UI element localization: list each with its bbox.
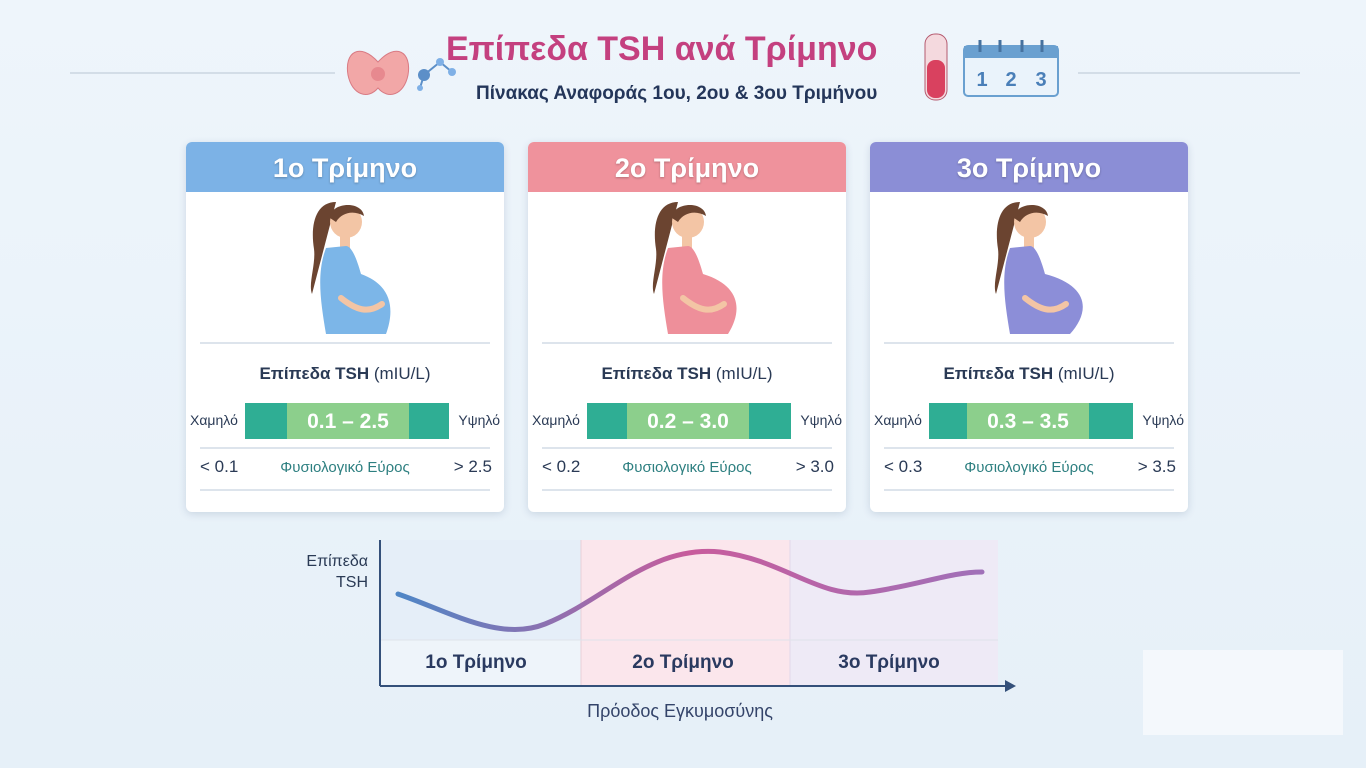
tsh-label: Επίπεδα TSH (mIU/L) [870,364,1188,384]
tsh-label: Επίπεδα TSH (mIU/L) [528,364,846,384]
trimester-card: 3ο Τρίμηνο Επίπεδα TSH (mIU/L) Χαμηλό Υψηλ… [870,142,1188,512]
high-label: Υψηλό [1142,412,1184,428]
range-bar: 0.3 – 3.5 [929,403,1133,439]
calendar-number: 1 [976,69,987,91]
separator [884,447,1174,449]
phase-label: 2ο Τρίμηνο [632,652,734,673]
subtitle: Πίνακας Αναφοράς 1ου, 2ου & 3ου Τριμήνου [476,83,878,104]
tsh-label: Επίπεδα TSH (mIU/L) [186,364,504,384]
above-value: > 3.5 [1137,457,1176,476]
range-value: 0.3 – 3.5 [967,403,1089,439]
card-title: 1ο Τρίμηνο [186,142,504,192]
separator [884,342,1174,344]
below-value: < 0.1 [200,457,239,476]
illustration [994,202,1083,334]
trimester-card: 1ο Τρίμηνο Επίπεδα TSH (mIU/L) Χαμηλό Υψηλ… [186,142,504,512]
calendar-number: 3 [1035,69,1046,91]
range-value: 0.1 – 2.5 [287,403,409,439]
calendar-number: 2 [1005,69,1016,91]
above-value: > 3.0 [795,457,834,476]
low-label: Χαμηλό [190,412,238,428]
low-label: Χαμηλό [874,412,922,428]
illustration [652,202,737,334]
card-title: 3ο Τρίμηνο [870,142,1188,192]
low-label: Χαμηλό [532,412,580,428]
tsh-label-text: Επίπεδα TSH [259,364,370,383]
separator [884,489,1174,491]
tsh-unit: (mIU/L) [373,364,431,383]
tsh-label-text: Επίπεδα TSH [943,364,1054,383]
separator [200,342,490,344]
separator [200,489,490,491]
separator [542,447,832,449]
x-axis-label: Πρόοδος Εγκυμοσύνης [587,701,773,721]
normal-label: Φυσιολογικό Εύρος [622,459,752,476]
title: Επίπεδα TSH ανά Τρίμηνο [446,30,878,68]
phase-label: 3ο Τρίμηνο [838,652,940,673]
separator [542,489,832,491]
below-value: < 0.3 [884,457,923,476]
tsh-unit: (mIU/L) [1057,364,1115,383]
below-value: < 0.2 [542,457,581,476]
normal-label: Φυσιολογικό Εύρος [280,459,410,476]
high-label: Υψηλό [458,412,500,428]
separator [542,342,832,344]
tsh-unit: (mIU/L) [715,364,773,383]
above-value: > 2.5 [453,457,492,476]
separator [200,447,490,449]
trimester-card: 2ο Τρίμηνο Επίπεδα TSH (mIU/L) Χαμηλό Υψηλ… [528,142,846,512]
normal-label: Φυσιολογικό Εύρος [964,459,1094,476]
high-label: Υψηλό [800,412,842,428]
y-axis-label: TSH [336,574,368,591]
range-value: 0.2 – 3.0 [627,403,749,439]
card-title: 2ο Τρίμηνο [528,142,846,192]
range-bar: 0.1 – 2.5 [245,403,449,439]
phase-label: 1ο Τρίμηνο [425,652,527,673]
y-axis-label: Επίπεδα [306,553,368,570]
illustration [310,202,391,334]
tsh-label-text: Επίπεδα TSH [601,364,712,383]
range-bar: 0.2 – 3.0 [587,403,791,439]
